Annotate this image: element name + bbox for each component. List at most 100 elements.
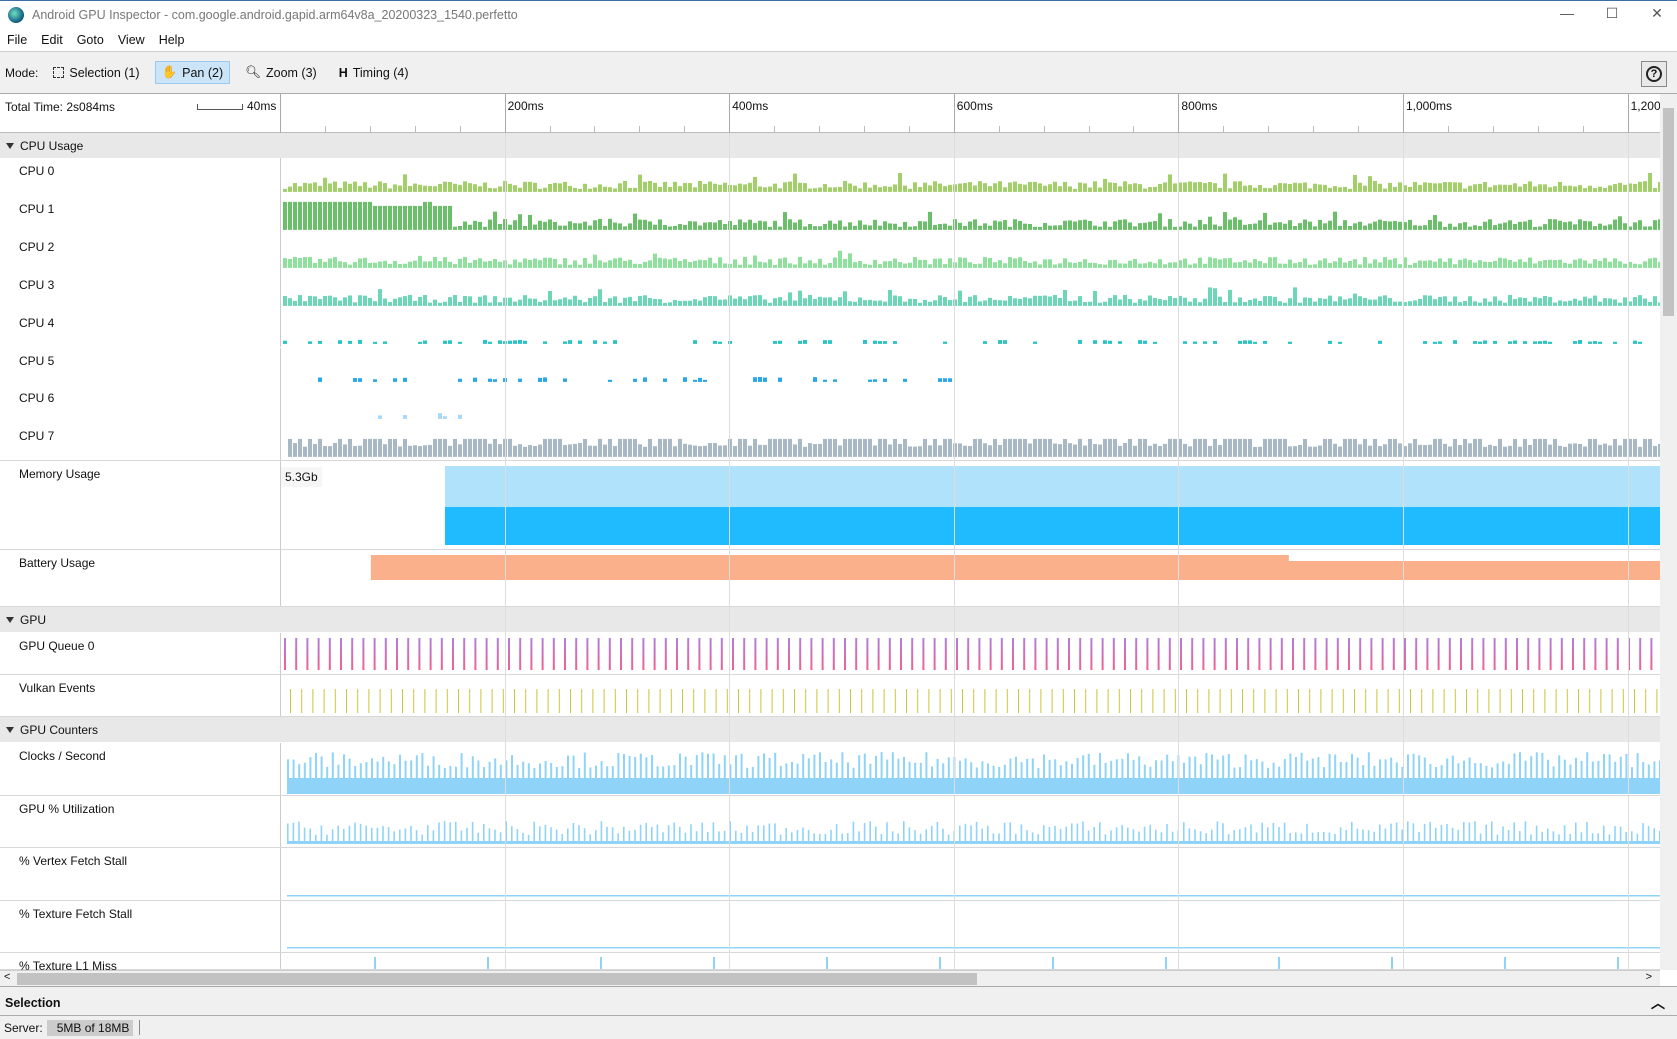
cpu-usage-bar bbox=[1068, 262, 1072, 268]
scroll-left-icon[interactable]: < bbox=[4, 971, 11, 983]
track-counter-3[interactable]: % Texture Fetch Stall bbox=[0, 901, 1660, 953]
close-button[interactable]: ✕ bbox=[1651, 5, 1663, 21]
mode-zoom-button[interactable]: 🔍︎ Zoom (3) bbox=[238, 61, 324, 84]
track-memory-usage[interactable]: Memory Usage 5.3Gb bbox=[0, 461, 1660, 550]
menu-goto[interactable]: Goto bbox=[76, 33, 104, 47]
cpu-usage-bar bbox=[1453, 263, 1457, 268]
gpu-queue-slice bbox=[676, 638, 678, 670]
collapse-triangle-icon[interactable] bbox=[6, 142, 14, 149]
collapse-triangle-icon[interactable] bbox=[6, 616, 14, 623]
menu-edit[interactable]: Edit bbox=[41, 33, 63, 47]
cpu-usage-bar bbox=[298, 186, 302, 192]
track-cpu-3[interactable]: CPU 3 bbox=[0, 271, 1661, 310]
track-counter-4[interactable]: % Texture L1 Miss bbox=[0, 953, 1660, 973]
cpu-usage-bar bbox=[763, 445, 767, 458]
vertical-scroll-thumb[interactable] bbox=[1663, 108, 1674, 316]
track-content[interactable] bbox=[280, 158, 1661, 196]
scroll-right-icon[interactable]: > bbox=[1645, 971, 1652, 983]
cpu-usage-bar bbox=[413, 300, 417, 306]
cpu-usage-bar bbox=[1298, 445, 1302, 458]
cpu-usage-bar bbox=[1253, 258, 1257, 268]
track-content[interactable] bbox=[280, 385, 1660, 424]
selection-panel-header[interactable]: Selection ︿ bbox=[0, 986, 1677, 1016]
track-content[interactable] bbox=[280, 233, 1661, 272]
mode-timing-button[interactable]: H Timing (4) bbox=[332, 62, 416, 84]
track-cpu-4[interactable]: CPU 4 bbox=[0, 309, 1660, 348]
mode-selection-button[interactable]: Selection (1) bbox=[46, 62, 146, 84]
track-gpu-queue-0[interactable]: GPU Queue 0 bbox=[0, 633, 1660, 675]
track-cpu-6[interactable]: CPU 6 bbox=[0, 385, 1660, 424]
cpu-usage-bar bbox=[1263, 439, 1267, 458]
cpu-usage-bar bbox=[1198, 257, 1202, 268]
cpu-usage-bar bbox=[1073, 188, 1077, 192]
cpu-usage-bar bbox=[823, 379, 827, 382]
menu-help[interactable]: Help bbox=[158, 33, 185, 47]
cpu-usage-bar bbox=[1213, 340, 1217, 344]
chevron-up-icon[interactable]: ︿ bbox=[1651, 995, 1665, 1011]
cpu-usage-bar bbox=[503, 439, 507, 458]
track-content[interactable] bbox=[280, 309, 1660, 348]
track-cpu-7[interactable]: CPU 7 bbox=[0, 423, 1661, 462]
track-content[interactable] bbox=[280, 550, 1661, 606]
horizontal-scrollbar[interactable]: < > bbox=[0, 970, 1660, 986]
mode-pan-button[interactable]: ✋ Pan (2) bbox=[154, 61, 231, 84]
minimize-button[interactable]: — bbox=[1560, 5, 1574, 21]
help-button[interactable]: ? bbox=[1641, 61, 1667, 87]
track-content[interactable] bbox=[280, 796, 1661, 847]
gpu-queue-slice bbox=[1101, 638, 1104, 670]
track-battery-usage[interactable]: Battery Usage bbox=[0, 550, 1661, 607]
track-content[interactable] bbox=[280, 271, 1661, 310]
cpu-usage-bar bbox=[523, 225, 527, 230]
cpu-usage-bar bbox=[1558, 259, 1562, 268]
track-content[interactable]: 5.3Gb bbox=[280, 461, 1660, 549]
menu-view[interactable]: View bbox=[117, 33, 145, 47]
track-counter-0[interactable]: Clocks / Second bbox=[0, 743, 1661, 796]
ruler-minor-tick bbox=[549, 126, 551, 132]
cpu-usage-bar bbox=[1313, 447, 1317, 458]
collapse-triangle-icon[interactable] bbox=[6, 726, 14, 733]
track-content[interactable] bbox=[280, 347, 1660, 386]
timeline-ruler[interactable]: Total Time: 2s084ms 40ms 200ms 400ms 600ms… bbox=[0, 94, 1677, 133]
cpu-usage-bar bbox=[948, 184, 952, 192]
ruler-minor-tick bbox=[594, 126, 596, 132]
horizontal-scroll-thumb[interactable] bbox=[17, 973, 977, 985]
counter-spike bbox=[729, 821, 731, 841]
cpu-usage-bar bbox=[1248, 299, 1252, 306]
cpu-usage-bar bbox=[328, 295, 332, 306]
cpu-usage-bar bbox=[423, 445, 427, 458]
track-content[interactable] bbox=[280, 633, 1660, 674]
track-content[interactable] bbox=[280, 848, 1660, 900]
cpu-usage-bar bbox=[908, 446, 912, 458]
cpu-usage-bar bbox=[383, 260, 387, 268]
vulkan-event-mark bbox=[1074, 689, 1075, 713]
track-counter-2[interactable]: % Vertex Fetch Stall bbox=[0, 848, 1660, 901]
section-gpu[interactable]: GPU bbox=[0, 607, 1660, 632]
track-content[interactable] bbox=[280, 675, 1660, 716]
cpu-usage-bar bbox=[1188, 446, 1192, 458]
menu-file[interactable]: File bbox=[7, 33, 28, 47]
cpu-usage-bar bbox=[453, 226, 457, 230]
track-counter-1[interactable]: GPU % Utilization bbox=[0, 796, 1661, 848]
vulkan-event-mark bbox=[1634, 689, 1635, 713]
track-vulkan-events[interactable]: Vulkan Events bbox=[0, 675, 1660, 717]
track-cpu-0[interactable]: CPU 0 bbox=[0, 158, 1661, 196]
track-cpu-2[interactable]: CPU 2 bbox=[0, 233, 1661, 272]
vertical-scrollbar[interactable] bbox=[1660, 94, 1677, 970]
cpu-usage-bar bbox=[1538, 297, 1542, 306]
cpu-usage-bar bbox=[598, 288, 602, 306]
track-content[interactable] bbox=[280, 901, 1660, 952]
cpu-usage-bar bbox=[1288, 341, 1292, 344]
maximize-button[interactable]: ☐ bbox=[1605, 5, 1619, 21]
track-cpu-1[interactable]: CPU 1 bbox=[0, 195, 1661, 234]
section-gpu-counters[interactable]: GPU Counters bbox=[0, 717, 1660, 742]
track-content[interactable] bbox=[280, 423, 1661, 461]
counter-spike bbox=[1037, 834, 1039, 841]
gpu-queue-slice bbox=[1224, 638, 1227, 670]
counter-spike bbox=[1227, 834, 1230, 841]
track-content[interactable] bbox=[280, 743, 1661, 795]
counter-spike bbox=[292, 759, 295, 778]
track-content[interactable] bbox=[280, 195, 1661, 234]
section-cpu-usage[interactable]: CPU Usage bbox=[0, 133, 1660, 158]
track-cpu-5[interactable]: CPU 5 bbox=[0, 347, 1660, 386]
track-content[interactable] bbox=[280, 953, 1660, 969]
